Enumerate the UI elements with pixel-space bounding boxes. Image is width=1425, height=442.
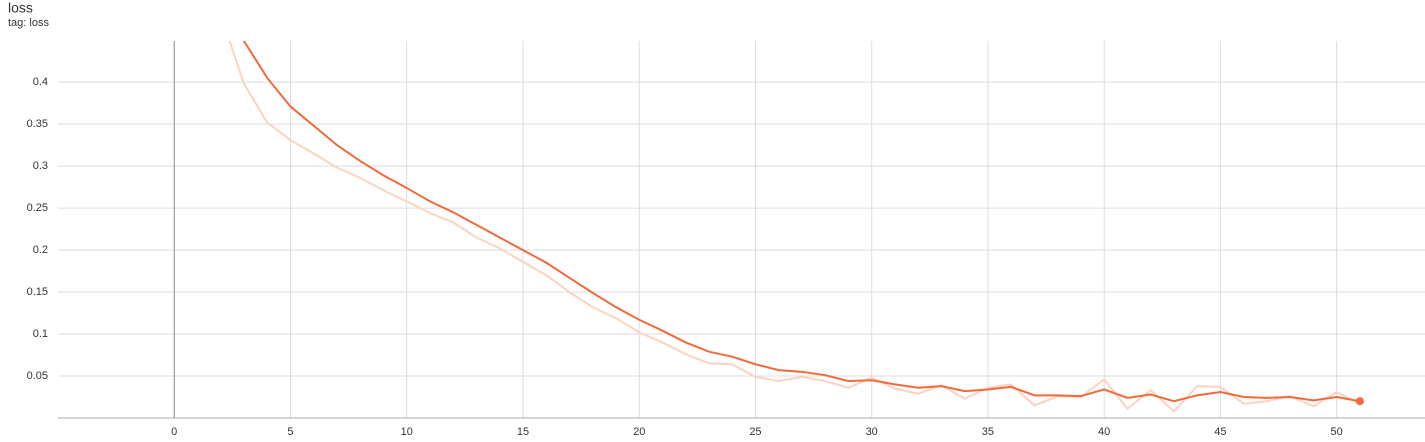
x-tick-label: 35 (982, 426, 994, 438)
x-tick-label: 5 (287, 426, 293, 438)
y-tick-label: 0.2 (33, 244, 48, 256)
y-tick-label: 0.15 (27, 286, 48, 298)
y-tick-label: 0.1 (33, 328, 48, 340)
y-tick-label: 0.4 (33, 76, 48, 88)
y-tick-label: 0.05 (27, 370, 48, 382)
y-tick-label: 0.25 (27, 202, 48, 214)
x-tick-label: 45 (1214, 426, 1226, 438)
x-tick-label: 20 (633, 426, 645, 438)
x-tick-label: 25 (749, 426, 761, 438)
x-tick-label: 15 (517, 426, 529, 438)
x-tick-label: 50 (1331, 426, 1343, 438)
x-tick-label: 40 (1098, 426, 1110, 438)
chart-subtitle: tag: loss (8, 17, 49, 29)
series-line (242, 41, 1361, 403)
x-tick-label: 0 (171, 426, 177, 438)
x-tick-label: 10 (401, 426, 413, 438)
y-tick-label: 0.3 (33, 160, 48, 172)
y-tick-label: 0.35 (27, 118, 48, 130)
series-line (228, 41, 1361, 413)
plot-area (228, 41, 1364, 413)
last-point (1355, 397, 1364, 406)
chart-title: loss (8, 0, 33, 16)
x-tick-label: 30 (866, 426, 878, 438)
